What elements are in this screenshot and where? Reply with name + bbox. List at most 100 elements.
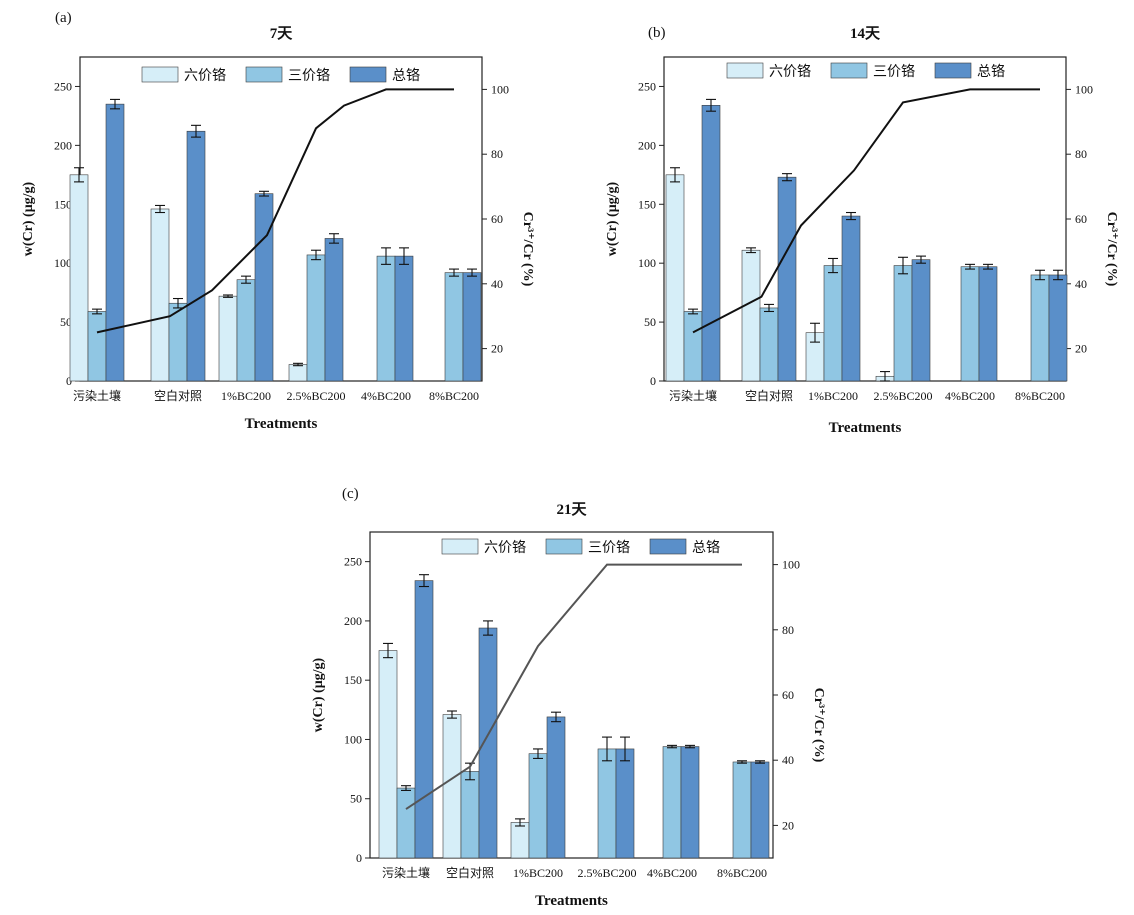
y-axis-label: w(Cr) (μg/g) <box>311 657 326 732</box>
chart-title: 7天 <box>270 25 294 42</box>
bar-trivalent <box>1030 274 1050 382</box>
x-tick-label: 4%BC200 <box>361 389 411 403</box>
series-total <box>105 98 482 382</box>
bar-trivalent <box>893 265 913 382</box>
x-tick-label: 8%BC200 <box>717 866 767 880</box>
x-tick-label: 空白对照 <box>446 865 494 880</box>
bar-hexavalent <box>665 174 685 382</box>
x-tick-label: 8%BC200 <box>1015 389 1065 403</box>
ratio-line <box>96 88 454 334</box>
x-tick-label: 2.5%BC200 <box>873 389 932 403</box>
x-tick-label: 4%BC200 <box>647 866 697 880</box>
bar-trivalent <box>376 255 396 382</box>
bar-trivalent <box>662 746 682 859</box>
y-tick-label: 200 <box>344 614 362 628</box>
bar-total <box>777 176 797 382</box>
y-axis-label: w(Cr) (μg/g) <box>605 181 620 256</box>
y2-tick-label: 40 <box>491 277 503 291</box>
y-tick-label: 50 <box>60 315 72 329</box>
y2-tick-label: 20 <box>491 342 503 356</box>
y2-tick-label: 40 <box>1075 277 1087 291</box>
y-tick-label: 150 <box>638 197 656 211</box>
bar-total <box>750 761 770 859</box>
bar-total <box>462 272 482 382</box>
chart-panel-3: (c) 21天 0 50 100 150 200 250 20 40 60 80 100 污染土壤 空白对照… <box>311 486 826 909</box>
bar-trivalent <box>460 771 480 859</box>
y-tick-label: 50 <box>644 315 656 329</box>
y2-tick-label: 80 <box>782 623 794 637</box>
y-tick-label: 100 <box>54 256 72 270</box>
x-axis-label: Treatments <box>829 420 902 436</box>
legend-label-total: 总铬 <box>392 68 420 84</box>
bar-trivalent <box>444 272 464 382</box>
y2-tick-label: 80 <box>491 147 503 161</box>
y2-tick-label: 20 <box>1075 342 1087 356</box>
x-tick-label: 污染土壤 <box>382 865 430 880</box>
y2-tick-label: 60 <box>1075 212 1087 226</box>
bar-total <box>186 130 206 382</box>
y-axis-label: w(Cr) (μg/g) <box>21 181 36 256</box>
legend-label-total: 总铬 <box>977 64 1005 80</box>
legend-label-hexavalent: 六价铬 <box>184 68 226 84</box>
bar-trivalent <box>597 748 617 859</box>
bar-total <box>680 746 700 859</box>
bar-total <box>546 716 566 859</box>
bar-trivalent <box>396 787 416 859</box>
legend: 六价铬 三价铬 总铬 <box>726 62 1005 80</box>
y-tick-label: 0 <box>650 374 656 388</box>
bar-trivalent <box>823 265 843 382</box>
y-tick-label: 0 <box>356 851 362 865</box>
y-tick-label: 100 <box>638 256 656 270</box>
bar-trivalent <box>306 254 326 382</box>
chart-panel-2: (b) 14天 0 50 100 150 200 250 20 40 60 80 100 污染土壤 空白对照… <box>605 25 1119 436</box>
y-tick-label: 0 <box>66 374 72 388</box>
y2-tick-label: 40 <box>782 753 794 767</box>
bar-hexavalent <box>741 249 761 382</box>
y-tick-label: 150 <box>54 197 72 211</box>
bar-total <box>105 103 125 382</box>
bar-trivalent <box>528 753 548 859</box>
y2-axis-label: Cr³⁺/Cr (%) <box>520 212 535 287</box>
y2-tick-label: 60 <box>782 688 794 702</box>
panel-letter: (b) <box>648 25 666 41</box>
bar-total <box>701 105 721 382</box>
x-tick-label: 污染土壤 <box>73 388 121 403</box>
legend-swatch-hexavalent <box>441 538 479 555</box>
ratio-line <box>692 88 1040 334</box>
y-tick-label: 100 <box>344 732 362 746</box>
series-total <box>414 574 770 859</box>
y2-tick-label: 60 <box>491 212 503 226</box>
x-tick-label: 1%BC200 <box>513 866 563 880</box>
bar-total <box>324 238 344 382</box>
bar-trivalent <box>732 761 752 859</box>
bar-hexavalent <box>218 295 238 382</box>
legend-swatch-trivalent <box>545 538 583 555</box>
y-tick-label: 50 <box>350 792 362 806</box>
bar-trivalent <box>87 311 107 382</box>
legend-label-trivalent: 三价铬 <box>873 64 915 80</box>
y-tick-label: 250 <box>54 79 72 93</box>
chart-title: 21天 <box>556 501 587 518</box>
x-tick-label: 1%BC200 <box>221 389 271 403</box>
legend-label-trivalent: 三价铬 <box>588 540 630 556</box>
bar-total <box>1048 274 1068 382</box>
y-tick-label: 250 <box>638 79 656 93</box>
bar-total <box>615 748 635 859</box>
legend-label-total: 总铬 <box>692 540 720 556</box>
x-tick-label: 4%BC200 <box>945 389 995 403</box>
legend-swatch-trivalent <box>830 62 868 79</box>
ratio-line <box>405 563 742 810</box>
legend-label-trivalent: 三价铬 <box>288 68 330 84</box>
y-tick-label: 200 <box>638 138 656 152</box>
plot-frame <box>79 56 483 382</box>
panel-letter: (a) <box>55 10 72 26</box>
y2-tick-label: 20 <box>782 818 794 832</box>
bar-hexavalent <box>150 208 170 382</box>
legend: 六价铬 三价铬 总铬 <box>141 66 420 84</box>
bar-total <box>978 266 998 382</box>
x-tick-label: 污染土壤 <box>669 388 717 403</box>
series-hexavalent <box>665 167 895 382</box>
series-hexavalent <box>378 642 530 859</box>
y2-axis-label: Cr³⁺/Cr (%) <box>811 688 826 763</box>
